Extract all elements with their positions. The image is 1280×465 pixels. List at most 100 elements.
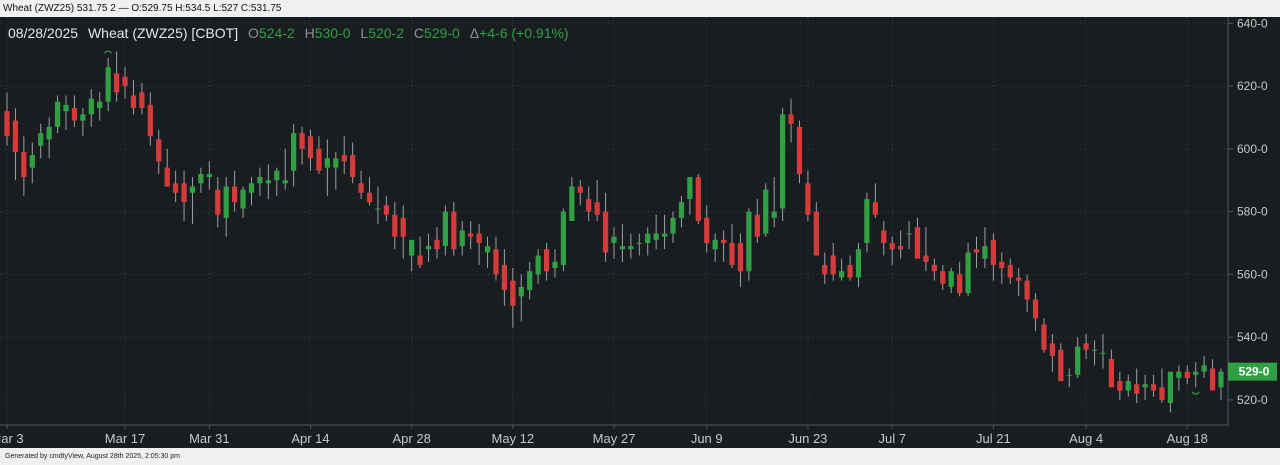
candle-down [1024,280,1030,300]
footer-text: Generated by cmdtyView, August 28th 2025… [5,453,180,460]
candle-up [54,101,61,127]
candle-up [257,177,263,184]
candle-down [729,242,735,265]
y-tick-label: 640-0 [1237,17,1268,30]
candle-down [999,261,1005,269]
candle-down [1150,384,1157,391]
extreme-markers [104,50,1200,395]
last-price-tag: 529-0 [1228,362,1277,381]
candle-up [569,186,575,221]
candle-up [906,233,912,235]
candle-up [678,202,685,218]
candle-down [307,136,314,159]
candle-up [375,208,381,210]
y-tick-label: 560-0 [1237,267,1268,281]
x-tick-label: Apr 14 [291,431,329,446]
candle-up [653,233,659,240]
candle-up [38,133,44,146]
candle-up [712,239,718,250]
candles [4,51,1224,413]
candle-up [265,180,271,184]
y-tick-label: 540-0 [1237,330,1268,344]
candle-down [164,167,170,187]
candle-down [1058,349,1064,382]
header-date: 08/28/2025 [8,25,78,41]
candle-down [1209,368,1216,391]
candle-up [63,104,69,112]
candle-down [872,202,878,215]
candle-down [493,249,499,275]
header-low: 520-2 [368,25,404,41]
candle-down [1032,299,1039,319]
candle-up [948,271,954,287]
candle-up [1167,371,1174,404]
x-tick-label: Jul 7 [878,431,905,446]
candle-down [805,183,811,215]
candle-down [476,233,482,243]
x-tick-label: Mar 17 [105,431,145,446]
candle-down [543,249,550,272]
candle-up [442,211,449,247]
candle-up [1193,371,1199,375]
y-axis: 520-0 540-0 560-0 580-0 600-0 620-0 640-0 [1228,17,1268,407]
candle-up [965,252,971,294]
candle-down [1117,381,1123,391]
chart-header: 08/28/2025 Wheat (ZWZ25) [CBOT] O524-2 H… [8,25,569,41]
price-chart[interactable]: 520-0 540-0 560-0 580-0 600-0 620-0 640-0 Mar … [0,17,1280,448]
candle-up [29,155,35,168]
candle-down [594,202,600,215]
candle-down [737,242,744,272]
candle-down [1049,343,1056,356]
candle-up [855,249,862,278]
x-tick-label: Apr 28 [393,431,431,446]
header-symbol: Wheat (ZWZ25) [CBOT] [88,25,238,41]
candle-up [1201,365,1207,372]
candle-up [223,186,229,218]
candle-down [341,155,347,162]
candle-down [417,255,423,265]
x-tick-label: Mar 31 [189,431,229,446]
candle-up [459,230,465,247]
candle-down [813,211,819,256]
candle-up [535,255,541,275]
candle-up [982,246,988,259]
candle-down [1016,277,1022,281]
header-open-label: O [248,25,259,41]
candle-up [1142,384,1148,388]
candle-up [611,236,617,243]
candle-down [1159,387,1165,400]
candle-up [484,246,491,253]
candle-up [628,246,634,250]
candle-down [181,183,187,203]
candle-down [383,205,389,215]
candle-up [1125,381,1131,391]
candle-down [1041,324,1047,350]
candle-up [687,177,693,200]
candle-up [527,271,533,291]
header-change: +4-6 (+0.91%) [479,25,569,41]
candle-down [4,111,10,137]
candle-down [122,76,128,87]
candle-down [113,73,120,93]
candle-down [316,148,322,171]
candle-down [914,227,921,259]
candle-down [577,186,583,193]
candle-down [156,139,162,162]
candle-up [746,211,752,272]
candle-up [771,211,777,218]
candle-down [957,274,963,294]
candle-down [172,183,179,193]
candle-up [619,246,626,250]
candle-down [1108,359,1115,388]
candle-down [830,255,836,275]
candle-down [366,192,373,203]
y-axis-background [1228,17,1280,425]
candle-up [661,233,668,237]
candle-up [779,114,786,209]
candle-down [720,239,727,243]
x-axis-background [0,425,1280,448]
candle-down [299,133,305,149]
candle-up [1066,374,1072,376]
candle-down [973,249,980,253]
candle-down [796,126,803,174]
